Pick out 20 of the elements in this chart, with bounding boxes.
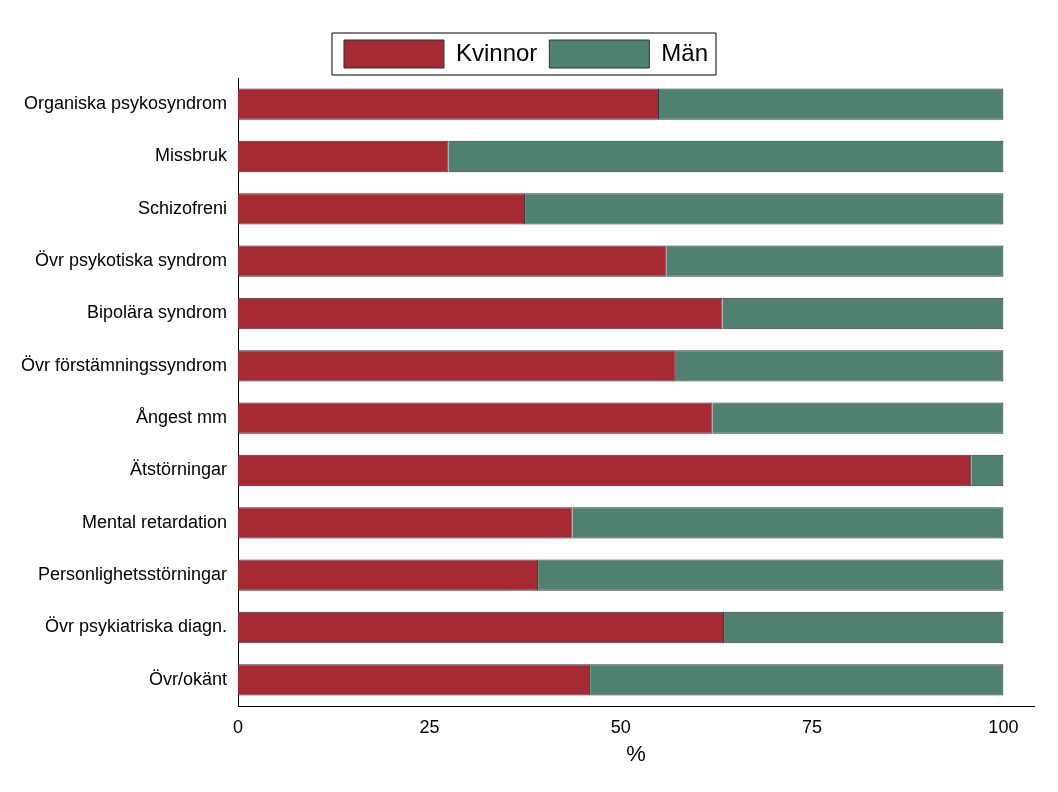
legend-label: Män — [661, 38, 709, 66]
y-tick-label: Missbruk — [155, 145, 229, 166]
y-tick-label: Övr psykotiska syndrom — [35, 250, 228, 271]
y-tick-label: Ätstörningar — [130, 459, 228, 480]
y-tick-label: Bipolära syndrom — [87, 302, 228, 323]
x-tick-label: 75 — [802, 716, 823, 737]
y-tick-label: Personlighetsstörningar — [37, 564, 228, 585]
y-tick-label: Ångest mm — [136, 407, 228, 428]
y-tick-label: Övr psykiatriska diagn. — [44, 616, 228, 637]
y-tick-label: Organiska psykosyndrom — [23, 93, 228, 114]
x-tick-label: 100 — [988, 716, 1019, 737]
legend-label: Kvinnor — [455, 38, 538, 66]
y-tick-label: Övr förstämningssyndrom — [21, 354, 228, 375]
x-tick-label: 50 — [610, 716, 631, 737]
x-tick-label: 25 — [419, 716, 440, 737]
y-tick-label: Mental retardation — [81, 511, 228, 532]
x-axis-title: % — [626, 740, 646, 766]
x-tick-label: 0 — [233, 716, 244, 737]
y-tick-label: Schizofreni — [138, 197, 228, 218]
y-tick-label: Övr/okänt — [149, 668, 228, 689]
